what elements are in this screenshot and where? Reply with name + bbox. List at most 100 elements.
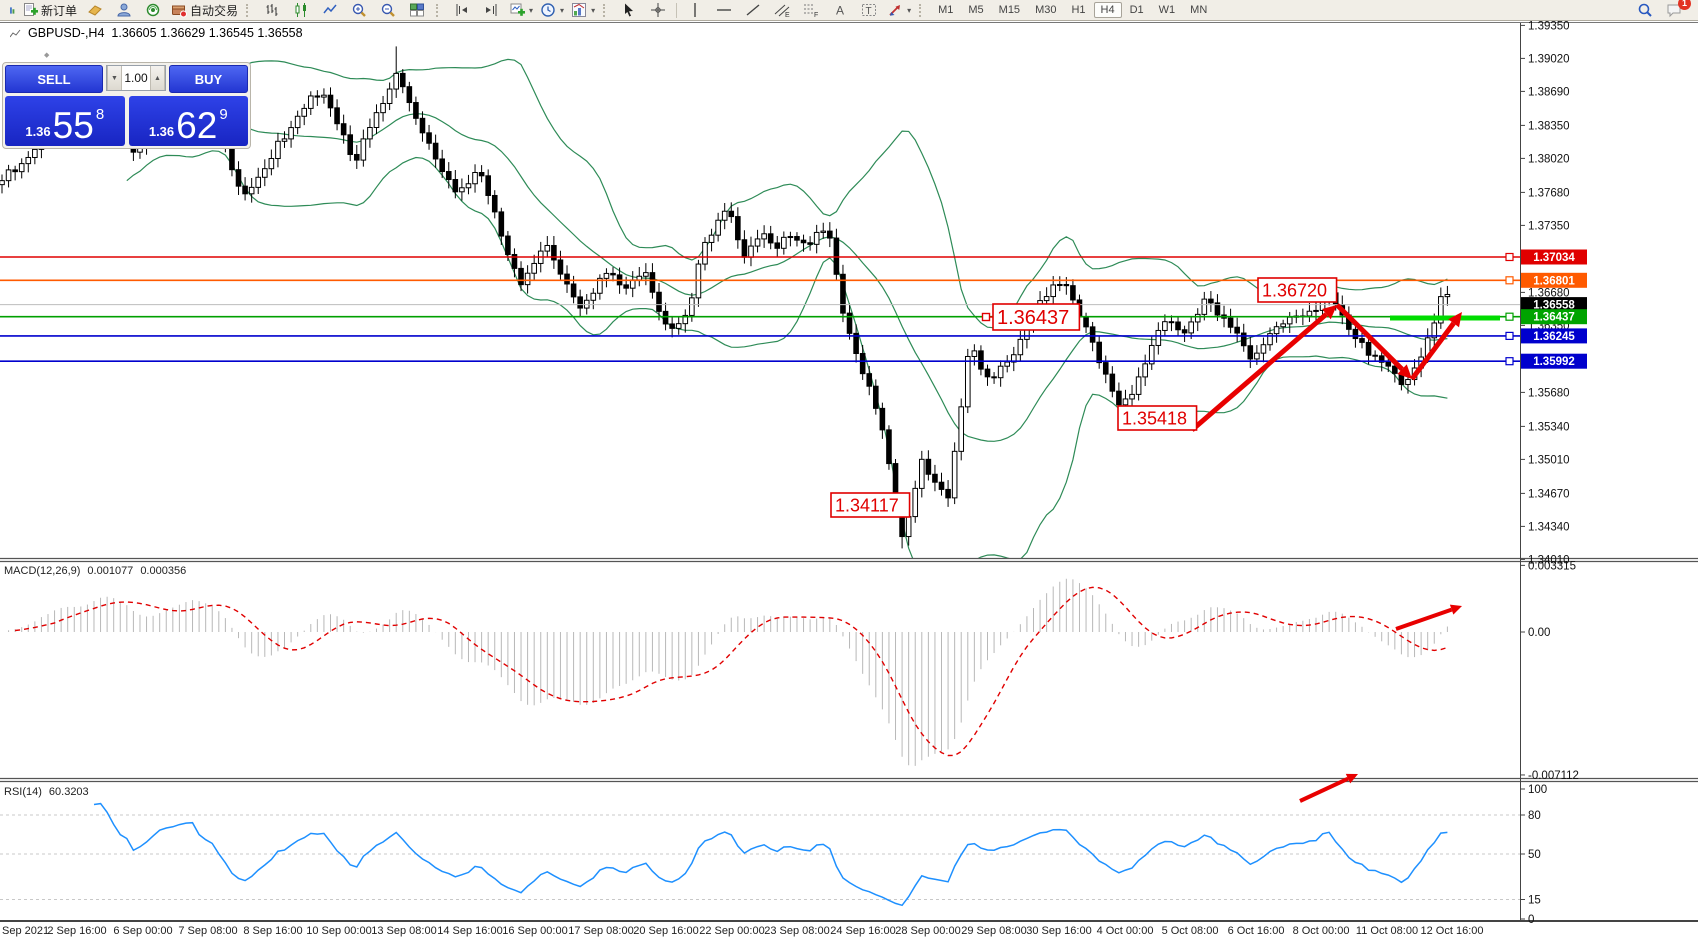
text-label-tool-button[interactable]: T [855,0,883,21]
volume-value[interactable]: 1.00 [124,71,148,85]
one-click-collapse-icon[interactable]: ◆ [44,52,50,59]
auto-scroll-icon [486,4,497,16]
search-icon [1638,3,1652,17]
sell-price-big: 55 [52,105,94,146]
time-label: 6 Sep 00:00 [113,925,172,937]
time-label: 20 Sep 16:00 [633,925,698,937]
tf-h4-button[interactable]: H4 [1093,2,1122,18]
macd-tick: 0.003315 [1528,560,1576,572]
time-label: 14 Sep 16:00 [437,925,502,937]
bollinger-bands [126,58,1448,558]
dropdown-caret-icon: ▾ [529,5,534,15]
cursor-button[interactable] [615,0,643,21]
tf-m1-button[interactable]: M1 [938,4,954,16]
time-label: 5 Oct 08:00 [1162,925,1219,937]
text-label-icon: T [862,4,877,17]
cropped-chart-button[interactable] [2,0,18,21]
search-button[interactable] [1631,0,1659,21]
volume-stepper[interactable]: ▼ 1.00 ▲ [106,65,166,91]
chart-shift-button[interactable] [448,0,476,21]
vertical-line-tool-button[interactable] [681,0,709,21]
notification-badge: 1 [1678,0,1691,10]
arrows-tool-button[interactable]: ▾ [884,0,914,21]
main-toolbar: 新订单 自动交易 [0,0,1698,21]
buy-price-panel[interactable]: 1.36 62 9 [128,96,248,146]
price-tick: 1.37350 [1528,220,1570,232]
dropdown-caret-icon: ▾ [591,5,596,15]
rsi-panel [0,802,1520,907]
new-chart-icon [510,3,526,16]
price-tag-text: 1.36558 [1533,300,1575,312]
tf-mn-button[interactable]: MN [1190,4,1208,16]
toolbar-grip[interactable] [919,3,926,17]
candlesticks [0,46,1451,549]
time-label: 7 Sep 08:00 [178,925,237,937]
candle-chart-type-button[interactable] [287,0,315,21]
price-tick: 1.35010 [1528,454,1570,466]
macd-signal-value: 0.000356 [140,565,187,577]
price-tick: 1.35340 [1528,421,1570,433]
periods-button[interactable]: ▾ [537,0,567,21]
time-label: 6 Oct 16:00 [1228,925,1285,937]
rsi-value: 60.3203 [48,786,89,798]
new-order-label: 新订单 [41,3,78,18]
autotrade-label: 自动交易 [190,3,239,18]
time-label: 8 Sep 16:00 [243,925,302,937]
time-label: 11 Oct 08:00 [1356,925,1418,937]
candlestick-icon [295,3,307,17]
toolbar-grip[interactable] [603,3,610,17]
profile-button[interactable] [110,0,138,21]
text-tool-button[interactable]: A [826,0,854,21]
tf-m30-button[interactable]: M30 [1035,4,1057,16]
price-tag [1521,249,1587,265]
new-order-button[interactable]: 新订单 [19,0,80,21]
tile-windows-button[interactable] [403,0,431,21]
volume-decrease-button[interactable]: ▼ [107,66,122,90]
symbols-button[interactable] [81,0,109,21]
trendline-tool-button[interactable] [739,0,767,21]
tf-m15-button[interactable]: M15 [998,4,1021,16]
price-tag-text: 1.36245 [1533,331,1575,343]
dropdown-caret-icon: ▾ [907,5,912,15]
price-tick: 1.34010 [1528,554,1570,566]
crosshair-button[interactable] [644,0,672,21]
toolbar-grip[interactable] [246,3,253,17]
buy-button[interactable]: BUY [169,65,248,93]
fibonacci-tool-button[interactable]: F [797,0,825,21]
cursor-icon [625,3,634,17]
auto-scroll-button[interactable] [477,0,505,21]
zoom-out-button[interactable] [374,0,402,21]
tf-h1-button[interactable]: H1 [1071,4,1086,16]
sell-button[interactable]: SELL [5,65,103,93]
annotation-text: 1.34117 [835,495,899,515]
new-chart-button[interactable]: ▾ [506,0,536,21]
chart-shift-icon [456,4,468,16]
person-icon [117,3,131,17]
volume-increase-button[interactable]: ▲ [150,66,165,90]
tf-m5-button[interactable]: M5 [968,4,984,16]
rsi-tick: 0 [1528,914,1534,926]
horizontal-line-tool-button[interactable] [710,0,738,21]
sell-price-pip: 8 [95,106,105,123]
tf-w1-button[interactable]: W1 [1158,4,1176,16]
price-tag [1521,353,1587,369]
zoom-in-button[interactable] [345,0,373,21]
price-tick: 1.39020 [1528,53,1570,65]
clock-icon [541,3,555,17]
autotrade-button[interactable]: 自动交易 [168,0,241,21]
channel-tool-button[interactable]: E [768,0,796,21]
notifications-button[interactable]: 1 [1660,0,1691,21]
toolbar-grip[interactable] [436,3,443,17]
time-label: 24 Sep 16:00 [830,925,895,937]
bar-chart-type-button[interactable] [258,0,286,21]
sell-price-panel[interactable]: 1.36 55 8 [5,96,125,146]
line-chart-type-button[interactable] [316,0,344,21]
macd-name: MACD(12,26,9) [4,565,81,577]
indicators-button[interactable]: ▾ [568,0,598,21]
signal-button[interactable] [139,0,167,21]
line-chart-icon [323,4,337,14]
svg-text:F: F [814,12,818,18]
tf-d1-button[interactable]: D1 [1129,4,1144,16]
one-click-trading-panel: SELL ▼ 1.00 ▲ BUY 1.36 55 8 1.36 62 9 [2,62,251,149]
